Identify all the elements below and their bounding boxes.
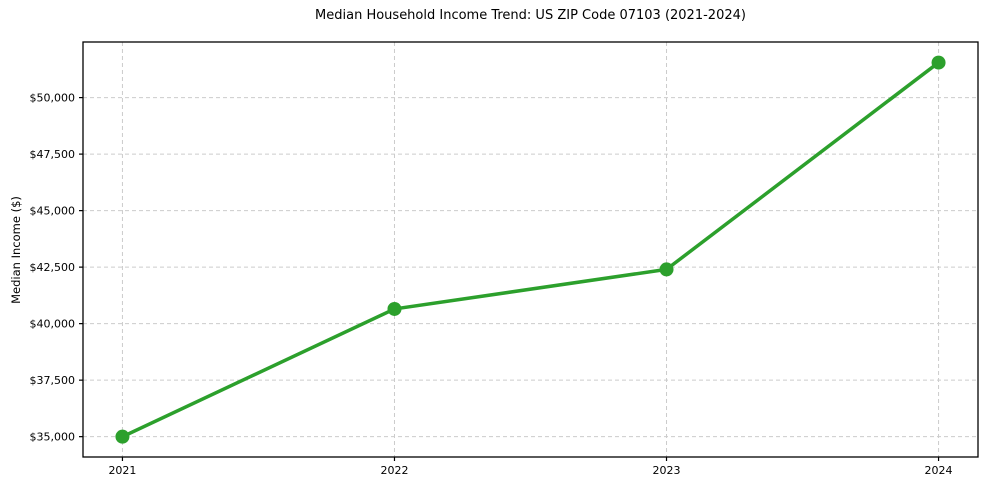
y-tick-label: $35,000 xyxy=(30,431,76,444)
y-axis-label: Median Income ($) xyxy=(9,196,23,304)
x-tick-label: 2024 xyxy=(925,464,953,477)
x-tick-label: 2023 xyxy=(653,464,681,477)
x-tick-label: 2021 xyxy=(108,464,136,477)
data-point-marker xyxy=(659,262,674,277)
y-tick-label: $37,500 xyxy=(30,374,76,387)
plot-border xyxy=(82,41,979,458)
y-tick-label: $40,000 xyxy=(30,318,76,331)
y-tick-label: $45,000 xyxy=(30,205,76,218)
x-tick-label: 2022 xyxy=(380,464,408,477)
y-tick-label: $47,500 xyxy=(30,148,76,161)
chart-title: Median Household Income Trend: US ZIP Co… xyxy=(315,8,746,23)
data-point-marker xyxy=(387,301,402,316)
y-tick-label: $42,500 xyxy=(30,261,76,274)
data-point-marker xyxy=(931,55,946,70)
data-point-marker xyxy=(115,429,130,444)
y-tick-label: $50,000 xyxy=(30,92,76,105)
data-line xyxy=(120,60,941,439)
